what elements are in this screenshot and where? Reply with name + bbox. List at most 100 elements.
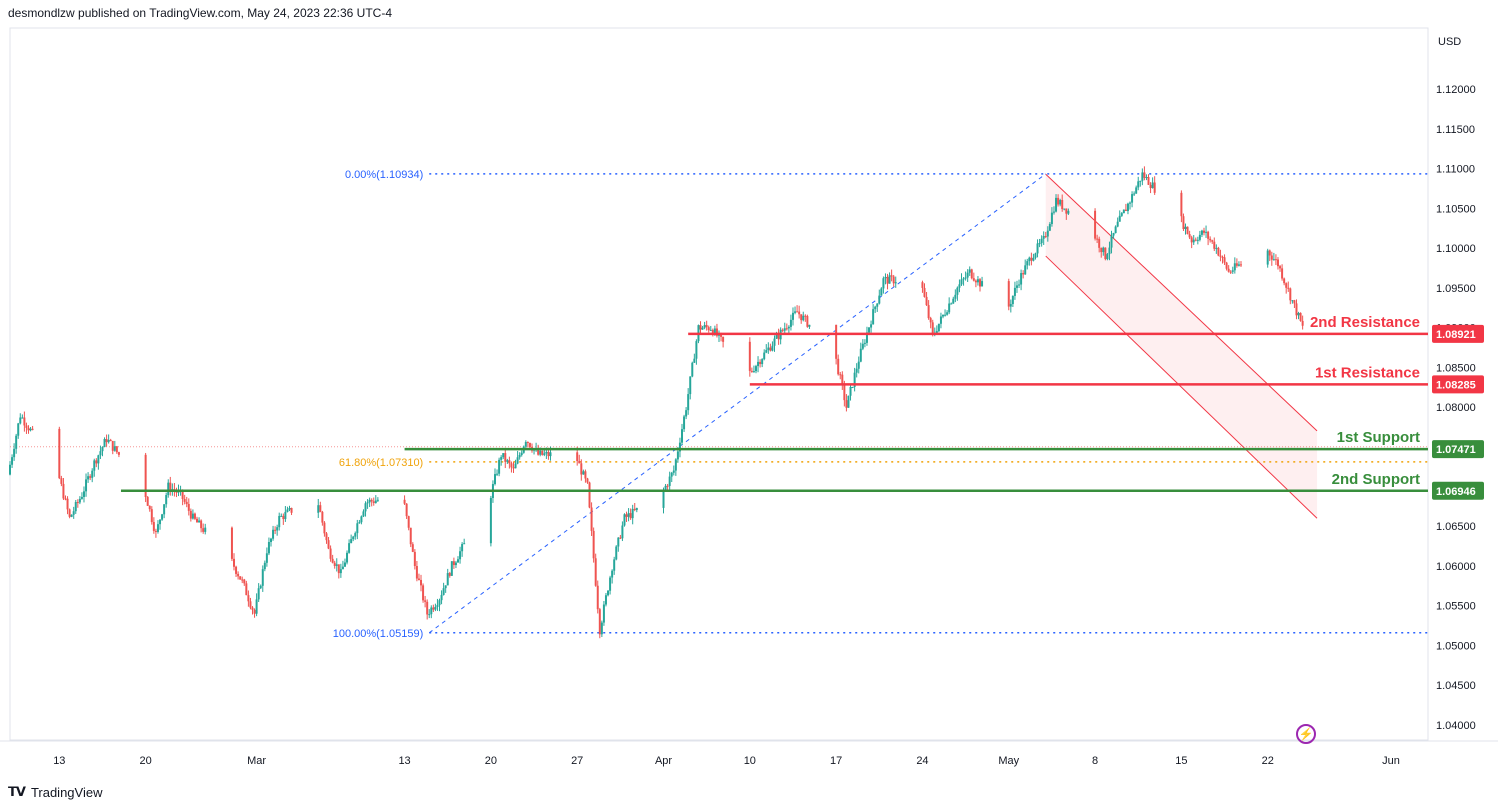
candle-body (798, 311, 801, 315)
candle-body (193, 513, 196, 519)
candle-body (436, 605, 439, 607)
x-tick-label: 24 (916, 755, 928, 767)
candle-body (152, 522, 155, 531)
candle-body (1106, 254, 1109, 260)
candle-body (1192, 239, 1195, 243)
candle-body (1055, 197, 1058, 212)
candle-body (146, 497, 149, 506)
candle-body (884, 276, 887, 279)
footer-brand-label: TradingView (30, 784, 103, 800)
candle-body (348, 543, 351, 553)
candle-body (693, 358, 696, 363)
candle-body (1227, 268, 1230, 272)
candle-body (284, 511, 287, 520)
candle-body (520, 452, 523, 456)
candle-body (358, 522, 361, 524)
candle-body (11, 457, 14, 465)
candle-body (861, 343, 864, 349)
y-tick-label: 1.05500 (1436, 601, 1476, 613)
candle-body (1281, 268, 1284, 279)
candle-body (1285, 283, 1288, 288)
candle-body (196, 518, 199, 523)
candle-body (720, 333, 723, 337)
lightning-icon[interactable]: ⚡ (1296, 724, 1316, 744)
candle-body (958, 284, 961, 288)
candle-body (687, 394, 690, 411)
candle-body (931, 322, 934, 334)
candle-body (463, 543, 466, 545)
candle-body (448, 573, 451, 576)
candle-body (576, 452, 579, 462)
candle-body (952, 298, 955, 304)
candle-body (89, 476, 92, 478)
candle-body (368, 499, 371, 503)
candle-body (422, 585, 425, 601)
x-tick-label: Apr (655, 755, 672, 767)
support-level-name: 2nd Support (1332, 471, 1420, 488)
candle-body (524, 442, 527, 447)
candle-body (432, 607, 435, 610)
candle-body (1030, 257, 1033, 261)
candle-body (849, 386, 852, 396)
candle-body (1122, 209, 1125, 214)
candle-body (341, 566, 344, 570)
candle-body (514, 463, 517, 469)
candle-body (1129, 202, 1132, 204)
candle-body (619, 537, 622, 539)
candle-body (374, 500, 377, 503)
candle-body (939, 316, 942, 324)
candle-body (580, 463, 583, 475)
candle-body (1061, 200, 1064, 210)
candle-body (64, 498, 67, 500)
candle-body (1215, 247, 1218, 249)
candle-body (438, 600, 441, 606)
candle-body (1110, 235, 1113, 248)
candle-body (754, 366, 757, 372)
candle-body (1028, 257, 1031, 262)
candle-body (80, 496, 83, 499)
candle-body (847, 395, 850, 408)
candle-body (1032, 257, 1035, 261)
candle-body (249, 601, 252, 608)
candle-body (107, 439, 110, 443)
candle-body (1287, 287, 1290, 289)
candle-body (189, 510, 192, 519)
candle-body (1022, 273, 1025, 275)
candle-body (627, 513, 630, 517)
candle-body (1065, 208, 1068, 214)
candle-body (617, 537, 620, 547)
candle-body (113, 446, 116, 451)
candle-body (976, 279, 979, 283)
y-tick-label: 1.10500 (1436, 203, 1476, 215)
candle-body (765, 350, 768, 353)
candle-body (863, 342, 866, 344)
y-tick-label: 1.08500 (1436, 362, 1476, 374)
candle-body (691, 362, 694, 377)
candle-body (430, 607, 433, 615)
candle-body (1137, 181, 1140, 188)
candle-body (588, 482, 591, 508)
candle-body (596, 585, 599, 610)
candle-body (584, 471, 587, 479)
candle-body (683, 416, 686, 430)
resistance-level-name: 1st Resistance (1315, 364, 1420, 381)
candle-body (623, 514, 626, 526)
candle-body (1050, 212, 1053, 225)
candle-body (629, 513, 632, 519)
candle-body (167, 482, 170, 496)
candle-body (759, 361, 762, 365)
candle-body (633, 508, 636, 510)
resistance-price-tag (1432, 324, 1484, 343)
candle-body (413, 551, 416, 567)
candle-body (1067, 210, 1070, 214)
candle-body (1042, 236, 1045, 239)
candle-body (202, 528, 205, 532)
candle-body (70, 514, 73, 517)
candle-body (602, 604, 605, 623)
candle-body (800, 314, 803, 321)
candle-body (547, 451, 550, 457)
candle-body (1268, 250, 1271, 256)
x-tick-label: 27 (571, 755, 583, 767)
candle-body (500, 457, 503, 460)
